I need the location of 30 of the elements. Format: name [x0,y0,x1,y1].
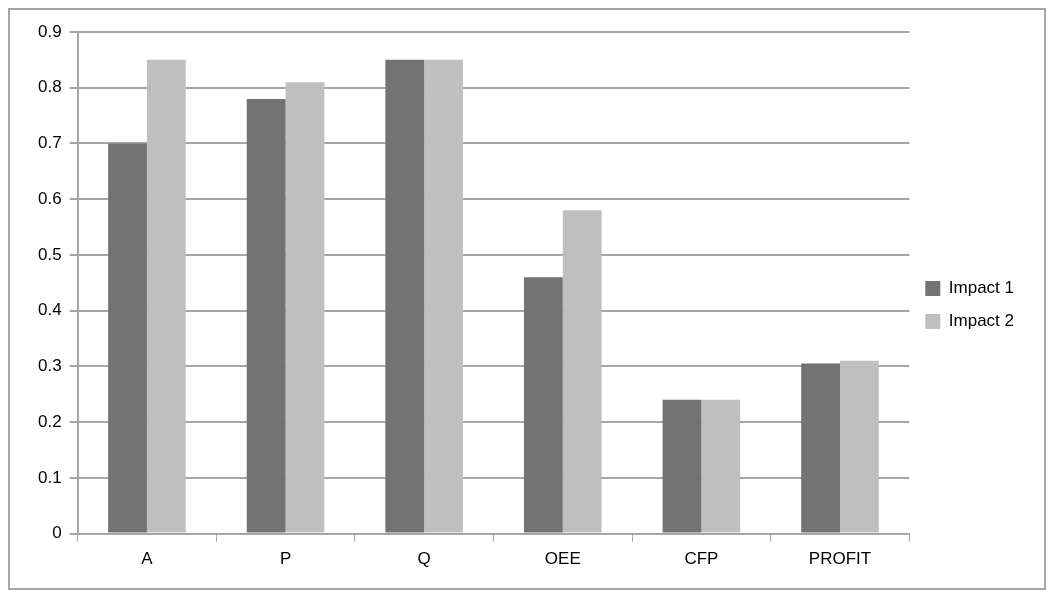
bar [701,399,741,533]
x-tick-label: OEE [544,549,581,569]
bar [108,143,147,533]
y-tick-label: 0 [52,523,62,543]
y-tick-label: 0.6 [37,188,62,208]
x-tick-label: P [279,549,292,569]
bar [801,363,840,533]
bar [662,399,702,533]
bar [840,360,879,533]
bar [385,59,425,533]
bar [424,59,463,533]
x-tick-label: PROFIT [808,549,872,569]
legend-label: Impact 1 [948,278,1015,298]
y-tick-label: 0.9 [37,21,62,41]
bar [523,277,563,533]
y-tick-label: 0.5 [37,244,62,264]
legend-label: Impact 2 [948,311,1015,331]
bar [146,59,186,533]
bar [562,210,602,533]
bar [285,82,325,533]
y-tick-label: 0.4 [37,300,62,320]
y-tick-label: 0.1 [37,467,62,487]
y-tick-label: 0.8 [37,77,62,97]
x-tick-label: CFP [684,549,719,569]
x-tick-label: Q [417,549,431,569]
x-tick-label: A [141,549,154,569]
y-tick-label: 0.7 [37,133,62,153]
y-tick-label: 0.2 [37,411,62,431]
y-tick-label: 0.3 [37,356,62,376]
bar [246,98,286,533]
